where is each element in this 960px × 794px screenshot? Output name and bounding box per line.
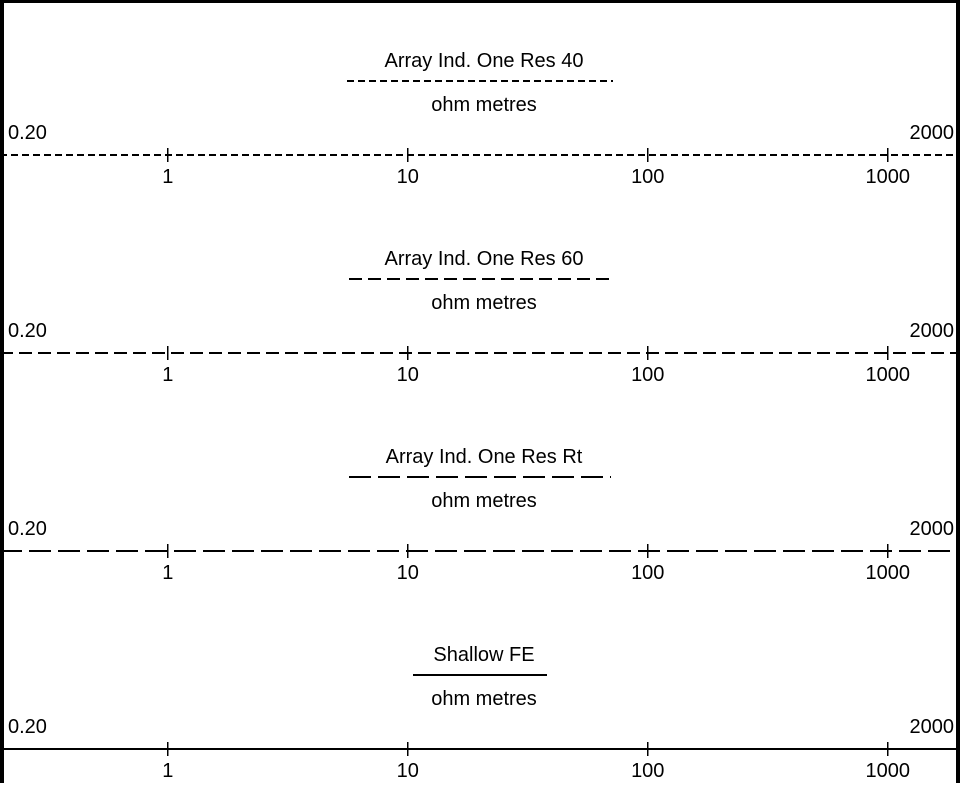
tick-label: 1 [162, 562, 174, 584]
scale-min-label: 0.20 [8, 518, 47, 540]
legend-line-sample [349, 476, 611, 478]
legend-line-sample [349, 278, 611, 280]
legend-line-sample [347, 80, 613, 82]
scale-max-label: 2000 [909, 320, 955, 342]
scale-min-label: 0.20 [8, 320, 47, 342]
scale-axis-line [0, 148, 960, 162]
curve-panel-shallow-fe: Shallow FE ohm metres 0.20 2000 1 10 100… [0, 597, 960, 794]
tick-label: 10 [396, 562, 419, 584]
scale-max-label: 2000 [909, 518, 955, 540]
tick-label: 100 [631, 562, 665, 584]
units-label: ohm metres [431, 94, 537, 116]
curve-name: Shallow FE [433, 644, 535, 666]
curve-panel-array-ind-one-res-rt: Array Ind. One Res Rt ohm metres 0.20 20… [0, 399, 960, 596]
tick-label: 100 [631, 166, 665, 188]
legend-line-sample [413, 674, 547, 676]
curve-name: Array Ind. One Res Rt [385, 446, 583, 468]
tick-label: 1 [162, 364, 174, 386]
curve-name: Array Ind. One Res 60 [384, 248, 584, 270]
tick-label: 10 [396, 364, 419, 386]
curve-name: Array Ind. One Res 40 [384, 50, 584, 72]
units-label: ohm metres [431, 688, 537, 710]
scale-max-label: 2000 [909, 122, 955, 144]
tick-label: 100 [631, 760, 665, 782]
scale-axis-line [0, 742, 960, 756]
tick-label: 1000 [865, 364, 911, 386]
scale-min-label: 0.20 [8, 122, 47, 144]
tick-label: 1000 [865, 166, 911, 188]
tick-label: 10 [396, 166, 419, 188]
tick-label: 100 [631, 364, 665, 386]
scale-max-label: 2000 [909, 716, 955, 738]
tick-label: 1 [162, 166, 174, 188]
curve-panel-array-ind-one-res-60: Array Ind. One Res 60 ohm metres 0.20 20… [0, 201, 960, 398]
units-label: ohm metres [431, 292, 537, 314]
units-label: ohm metres [431, 490, 537, 512]
tick-label: 10 [396, 760, 419, 782]
curve-panel-array-ind-one-res-40: Array Ind. One Res 40 ohm metres 0.20 20… [0, 3, 960, 200]
tick-label: 1000 [865, 760, 911, 782]
scale-axis-line [0, 346, 960, 360]
tick-label: 1000 [865, 562, 911, 584]
scale-min-label: 0.20 [8, 716, 47, 738]
tick-label: 1 [162, 760, 174, 782]
scale-axis-line [0, 544, 960, 558]
